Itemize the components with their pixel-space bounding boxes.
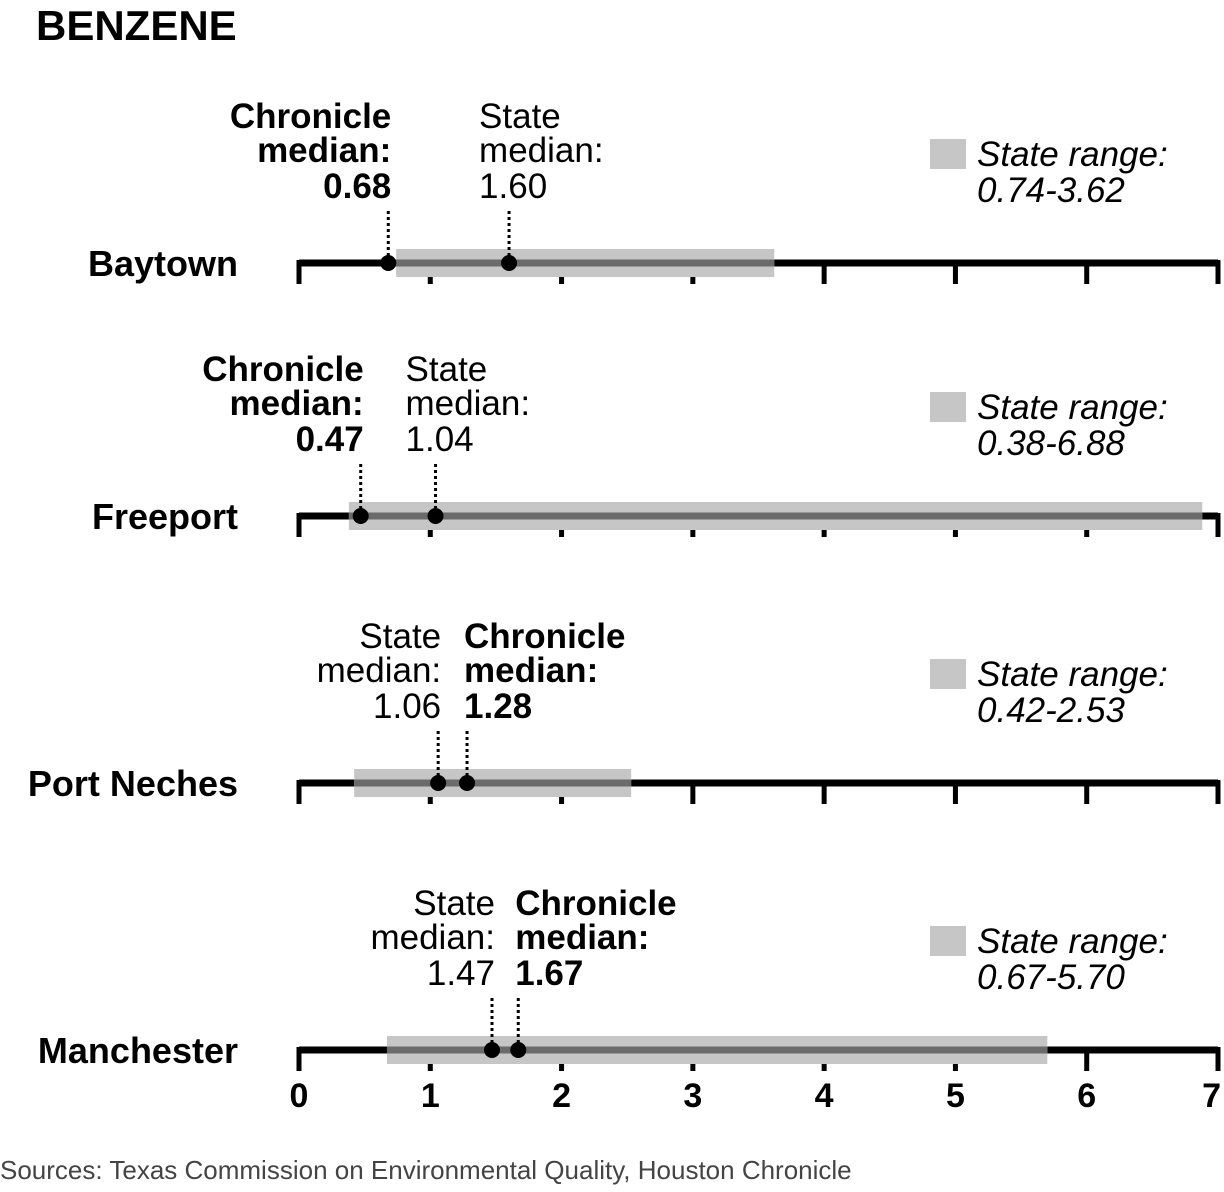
legend-label: State range:	[977, 655, 1168, 694]
x-tick-label: 1	[421, 1077, 440, 1115]
chronicle-median-value: 1.28	[464, 687, 532, 726]
x-tick-label: 6	[1077, 1077, 1096, 1115]
state-label-line2: median:	[479, 131, 604, 170]
state-label-line1: State	[413, 884, 495, 923]
chronicle-label-line2: median:	[230, 384, 364, 423]
chronicle-median-value: 0.47	[296, 420, 364, 459]
legend-range-value: 0.42-2.53	[977, 691, 1125, 730]
x-axis-tick-labels: 0 1 2 3 4 5 6 7	[290, 1077, 1221, 1115]
x-tick-label: 5	[946, 1077, 965, 1115]
x-tick-label: 4	[815, 1077, 834, 1115]
row-baytown: BaytownChroniclemedian:0.68Statemedian:1…	[88, 97, 1221, 284]
chronicle-label-line1: Chronicle	[202, 350, 363, 389]
city-label: Baytown	[88, 243, 238, 284]
state-median-dot	[483, 1042, 500, 1058]
x-tick-label: 0	[290, 1077, 309, 1115]
chronicle-label-line1: Chronicle	[230, 97, 391, 136]
state-median-value: 1.47	[427, 954, 495, 993]
city-label: Freeport	[92, 496, 238, 537]
chronicle-median-dot	[510, 1042, 527, 1058]
chart-rows: BaytownChroniclemedian:0.68Statemedian:1…	[28, 97, 1221, 1071]
x-tick-label: 7	[1202, 1077, 1221, 1115]
state-label-line2: median:	[317, 651, 442, 690]
legend-label: State range:	[977, 388, 1168, 427]
state-median-dot	[501, 255, 518, 271]
city-label: Manchester	[38, 1030, 238, 1071]
legend-label: State range:	[977, 135, 1168, 174]
chronicle-label-line1: Chronicle	[515, 884, 676, 923]
chronicle-label-line2: median:	[515, 918, 649, 957]
state-median-dot	[430, 775, 447, 791]
state-median-value: 1.60	[479, 167, 547, 206]
chronicle-label-line2: median:	[464, 651, 598, 690]
legend-range-value: 0.67-5.70	[977, 958, 1125, 997]
chronicle-median-dot	[352, 508, 369, 524]
row-manchester: ManchesterStatemedian:1.47Chroniclemedia…	[38, 884, 1221, 1071]
chronicle-median-dot	[459, 775, 476, 791]
chart-title: BENZENE	[36, 2, 237, 49]
legend-swatch	[930, 392, 966, 422]
chronicle-median-value: 1.67	[515, 954, 583, 993]
state-median-value: 1.04	[406, 420, 474, 459]
state-label-line1: State	[479, 97, 561, 136]
city-label: Port Neches	[28, 763, 238, 804]
legend-swatch	[930, 659, 966, 689]
state-label-line2: median:	[370, 918, 495, 957]
chronicle-median-dot	[380, 255, 397, 271]
source-note: Sources: Texas Commission on Environment…	[0, 1155, 852, 1185]
row-port-neches: Port NechesStatemedian:1.06Chroniclemedi…	[28, 617, 1221, 804]
legend-range-value: 0.38-6.88	[977, 424, 1125, 463]
state-median-dot	[427, 508, 444, 524]
state-label-line1: State	[406, 350, 488, 389]
row-freeport: FreeportChroniclemedian:0.47Statemedian:…	[92, 350, 1221, 537]
state-median-value: 1.06	[373, 687, 441, 726]
x-tick-label: 2	[552, 1077, 571, 1115]
state-label-line2: median:	[406, 384, 531, 423]
legend-swatch	[930, 926, 966, 956]
legend-label: State range:	[977, 922, 1168, 961]
chronicle-median-value: 0.68	[323, 167, 391, 206]
chronicle-label-line2: median:	[257, 131, 391, 170]
state-label-line1: State	[359, 617, 441, 656]
legend-swatch	[930, 139, 966, 169]
legend-range-value: 0.74-3.62	[977, 171, 1125, 210]
chronicle-label-line1: Chronicle	[464, 617, 625, 656]
x-tick-label: 3	[683, 1077, 702, 1115]
